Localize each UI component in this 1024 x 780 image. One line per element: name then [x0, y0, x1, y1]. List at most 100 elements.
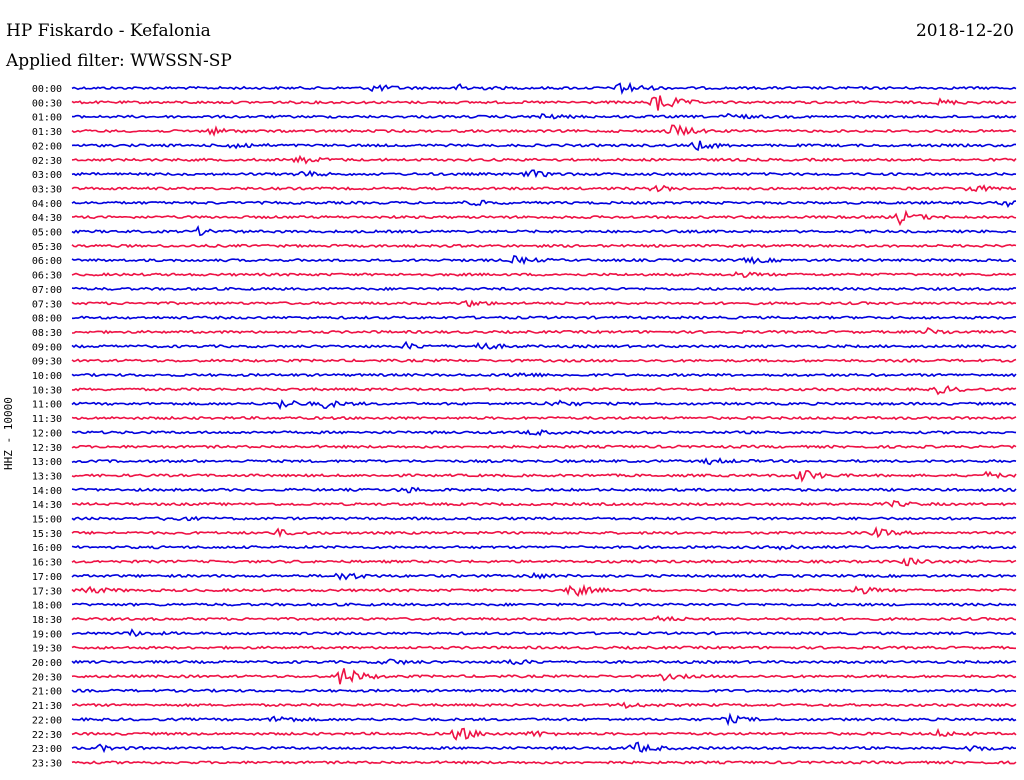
filter-label: Applied filter: WWSSN-SP [6, 51, 232, 71]
tick-label: 17:00 [32, 572, 62, 583]
tick-label: 23:30 [32, 758, 62, 769]
chart-date: 2018-12-20 [915, 21, 1014, 41]
tick-label: 01:30 [32, 127, 62, 138]
trace-line [71, 760, 1017, 765]
trace-line [71, 544, 1017, 551]
tick-label: 21:00 [32, 687, 62, 698]
tick-label: 16:00 [32, 543, 62, 554]
trace-line [71, 614, 1017, 622]
trace-line [71, 340, 1017, 350]
tick-label: 15:30 [32, 529, 62, 540]
trace-line [71, 95, 1017, 111]
trace-line [71, 515, 1017, 522]
tick-label: 22:00 [32, 715, 62, 726]
tick-label: 09:30 [32, 357, 62, 368]
trace-line [71, 286, 1017, 292]
trace-line [72, 209, 1017, 227]
tick-label: 08:00 [32, 314, 62, 325]
tick-label: 06:00 [32, 256, 62, 267]
trace-line [71, 571, 1017, 581]
trace-line [71, 372, 1017, 378]
trace-line [71, 499, 1017, 508]
tick-label: 02:00 [32, 141, 62, 152]
tick-label: 07:00 [32, 285, 62, 296]
trace-line [72, 315, 1017, 320]
tick-label: 02:30 [32, 156, 62, 167]
tick-label: 03:30 [32, 184, 62, 195]
trace-line [71, 140, 1016, 152]
trace-line [71, 557, 1017, 567]
tick-label: 05:30 [32, 242, 62, 253]
tick-label: 10:00 [32, 371, 62, 382]
tick-label: 16:30 [32, 558, 62, 569]
tick-label: 03:00 [32, 170, 62, 181]
tick-label: 23:00 [32, 744, 62, 755]
trace-line [71, 444, 1017, 450]
trace-line [71, 688, 1017, 694]
trace-line [71, 184, 1017, 193]
tick-label: 01:00 [32, 113, 62, 124]
trace-line [71, 199, 1017, 208]
trace-line [71, 668, 1017, 685]
trace-line [71, 123, 1017, 137]
trace-line [71, 327, 1017, 335]
tick-label: 13:00 [32, 457, 62, 468]
tick-label: 00:30 [32, 98, 62, 109]
trace-line [71, 398, 1017, 411]
tick-label: 19:30 [32, 644, 62, 655]
trace-line [71, 429, 1017, 437]
tick-label: 14:00 [32, 486, 62, 497]
tick-label: 00:00 [32, 84, 62, 95]
trace-line [71, 224, 1017, 237]
tick-label: 21:30 [32, 701, 62, 712]
tick-label: 12:30 [32, 443, 62, 454]
tick-label: 18:30 [32, 615, 62, 626]
tick-label: 11:30 [32, 414, 62, 425]
trace-line [71, 457, 1017, 466]
trace-line [71, 169, 1017, 179]
trace-line [71, 727, 1017, 741]
tick-label: 12:00 [32, 428, 62, 439]
trace-line [71, 645, 1016, 650]
trace-line [71, 583, 1017, 598]
tick-label: 09:00 [32, 342, 62, 353]
trace-line [71, 254, 1017, 266]
tick-label: 05:00 [32, 228, 62, 239]
trace-line [71, 712, 1017, 727]
chart-title: HP Fiskardo - Kefalonia [6, 21, 211, 41]
trace-line [71, 384, 1017, 396]
tick-label: 10:30 [32, 385, 62, 396]
trace-line [71, 154, 1017, 165]
trace-line [71, 602, 1017, 607]
tick-label: 13:30 [32, 471, 62, 482]
tick-label: 17:30 [32, 586, 62, 597]
tick-label: 04:00 [32, 199, 62, 210]
tick-label: 15:00 [32, 515, 62, 526]
trace-line [71, 81, 1017, 96]
trace-line [71, 741, 1017, 754]
trace-line [71, 628, 1017, 638]
tick-label: 07:30 [32, 299, 62, 310]
tick-label: 18:00 [32, 601, 62, 612]
tick-label: 11:00 [32, 400, 62, 411]
trace-line [71, 486, 1017, 494]
trace-line [71, 415, 1017, 421]
tick-label: 14:30 [32, 500, 62, 511]
tick-label: 20:30 [32, 672, 62, 683]
tick-label: 22:30 [32, 730, 62, 741]
tick-label: 19:00 [32, 629, 62, 640]
trace-line [71, 271, 1017, 278]
tick-label: 04:30 [32, 213, 62, 224]
trace-line [71, 243, 1017, 249]
trace-line [71, 358, 1017, 363]
trace-line [71, 658, 1017, 666]
trace-line [71, 112, 1017, 120]
tick-label: 20:00 [32, 658, 62, 669]
trace-line [71, 299, 1017, 308]
tick-label: 06:30 [32, 271, 62, 282]
trace-line [71, 701, 1017, 710]
trace-line [71, 526, 1017, 539]
tick-label: 08:30 [32, 328, 62, 339]
trace-line [71, 469, 1017, 483]
